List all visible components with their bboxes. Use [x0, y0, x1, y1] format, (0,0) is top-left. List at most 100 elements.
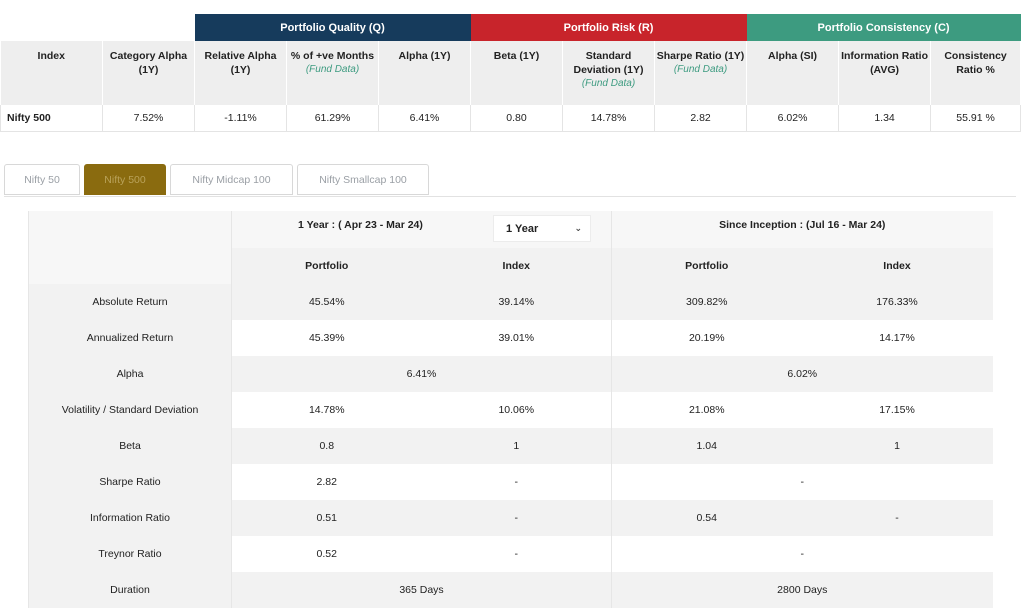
cell-merged-si: 6.02% [611, 356, 993, 392]
group-header-spacer [1, 14, 195, 41]
group-header-quality: Portfolio Quality (Q) [194, 14, 471, 41]
col-header-category-alpha-label: Category Alpha (1Y) [109, 50, 188, 76]
group-header-consistency: Portfolio Consistency (C) [746, 14, 1021, 41]
tab-nifty-midcap-100[interactable]: Nifty Midcap 100 [170, 164, 293, 195]
col-header-info-ratio-label: Information Ratio (AVG) [841, 50, 928, 76]
cell-portfolio-si: 20.19% [611, 320, 802, 356]
row-label: Absolute Return [28, 284, 232, 320]
cell-index: Nifty 500 [0, 105, 103, 132]
cell-index-1y: 1 [421, 428, 612, 464]
cell-index-si: 14.17% [801, 320, 993, 356]
cell-index-1y: 10.06% [421, 392, 612, 428]
row-label: Duration [28, 572, 232, 608]
col-header-positive-months: % of +ve Months (Fund Data) [286, 41, 379, 105]
cell-index-1y: - [421, 500, 612, 536]
cell-positive-months: 61.29% [286, 105, 379, 132]
cell-portfolio-si: 1.04 [611, 428, 802, 464]
col-header-info-ratio: Information Ratio (AVG) [838, 41, 932, 105]
table-row: Alpha 6.41% 6.02% [28, 356, 993, 392]
col-header-portfolio-1y: Portfolio [231, 248, 422, 284]
period-1y-header: 1 Year : ( Apr 23 - Mar 24) 1 Year ⌄ [230, 211, 612, 248]
col-header-index-label: Index [37, 50, 65, 62]
tab-nifty-500[interactable]: Nifty 500 [84, 164, 166, 195]
tab-nifty-50[interactable]: Nifty 50 [4, 164, 80, 195]
table-row: Information Ratio 0.51 - 0.54 - [28, 500, 993, 536]
col-header-std-dev-label: Standard Deviation (1Y) [573, 50, 644, 76]
row-label: Sharpe Ratio [28, 464, 232, 500]
col-header-relative-alpha-label: Relative Alpha (1Y) [204, 50, 277, 76]
table-row: Absolute Return 45.54% 39.14% 309.82% 17… [28, 284, 993, 320]
table-row: Nifty 500 7.52% -1.11% 61.29% 6.41% 0.80… [0, 105, 1022, 132]
cell-portfolio-1y: 0.52 [231, 536, 422, 572]
period-si-header: Since Inception : (Jul 16 - Mar 24) [611, 211, 993, 248]
cell-portfolio-1y: 45.39% [231, 320, 422, 356]
cell-index-1y: 39.01% [421, 320, 612, 356]
cell-index-si: 1 [801, 428, 993, 464]
cell-index-1y: - [421, 464, 612, 500]
table-corner [28, 211, 232, 284]
cell-index-1y: 39.14% [421, 284, 612, 320]
chevron-down-icon: ⌄ [574, 223, 583, 233]
cell-portfolio-si: 0.54 [611, 500, 802, 536]
col-header-index-1y: Index [421, 248, 612, 284]
cell-index-1y: - [421, 536, 612, 572]
group-header-risk: Portfolio Risk (R) [470, 14, 747, 41]
col-header-alpha-si: Alpha (SI) [746, 41, 840, 105]
col-header-index-si: Index [801, 248, 993, 284]
table-row: Volatility / Standard Deviation 14.78% 1… [28, 392, 993, 428]
cell-merged-1y: 6.41% [230, 356, 612, 392]
cell-beta-1y: 0.80 [470, 105, 564, 132]
cell-alpha-si: 6.02% [746, 105, 840, 132]
col-header-positive-months-label: % of +ve Months [290, 50, 375, 62]
returns-comparison-table: 1 Year : ( Apr 23 - Mar 24) 1 Year ⌄ Sin… [28, 211, 993, 608]
col-header-alpha-si-label: Alpha (SI) [768, 50, 818, 62]
col-header-sharpe: Sharpe Ratio (1Y) (Fund Data) [654, 41, 748, 105]
cell-index-si: - [801, 500, 993, 536]
cell-consistency: 55.91 % [930, 105, 1022, 132]
col-header-std-dev: Standard Deviation (1Y) (Fund Data) [562, 41, 656, 105]
fund-data-note: (Fund Data) [673, 64, 728, 75]
cell-info-ratio: 1.34 [838, 105, 932, 132]
fund-data-note: (Fund Data) [581, 78, 636, 89]
cell-merged-si: - [611, 536, 993, 572]
tab-nifty-smallcap-100[interactable]: Nifty Smallcap 100 [297, 164, 429, 195]
period-select[interactable]: 1 Year ⌄ [493, 215, 592, 242]
cell-portfolio-si: 21.08% [611, 392, 802, 428]
col-header-category-alpha: Category Alpha (1Y) [102, 41, 195, 105]
cell-portfolio-1y: 0.8 [231, 428, 422, 464]
fund-data-note: (Fund Data) [305, 64, 360, 75]
col-header-sharpe-label: Sharpe Ratio (1Y) [656, 50, 745, 62]
cell-sharpe: 2.82 [654, 105, 748, 132]
cell-portfolio-1y: 2.82 [231, 464, 422, 500]
table-row: Treynor Ratio 0.52 - - [28, 536, 993, 572]
table-row: Duration 365 Days 2800 Days [28, 572, 993, 608]
cell-alpha-1y: 6.41% [377, 105, 472, 132]
col-header-consistency-label: Consistency Ratio % [944, 50, 1007, 76]
table-row: Sharpe Ratio 2.82 - - [28, 464, 993, 500]
cell-index-si: 176.33% [801, 284, 993, 320]
cell-merged-si: 2800 Days [611, 572, 993, 608]
col-header-consistency: Consistency Ratio % [930, 41, 1022, 105]
cell-relative-alpha: -1.11% [194, 105, 287, 132]
cell-portfolio-si: 309.82% [611, 284, 802, 320]
table-row: Annualized Return 45.39% 39.01% 20.19% 1… [28, 320, 993, 356]
index-tabs: Nifty 50 Nifty 500 Nifty Midcap 100 Nift… [4, 164, 433, 197]
cell-category-alpha: 7.52% [102, 105, 195, 132]
row-label: Treynor Ratio [28, 536, 232, 572]
row-label: Information Ratio [28, 500, 232, 536]
cell-std-dev: 14.78% [562, 105, 656, 132]
row-label: Volatility / Standard Deviation [28, 392, 232, 428]
cell-portfolio-1y: 45.54% [231, 284, 422, 320]
cell-portfolio-1y: 0.51 [231, 500, 422, 536]
col-header-beta-1y-label: Beta (1Y) [493, 50, 540, 62]
cell-merged-si: - [611, 464, 993, 500]
period-1y-label: 1 Year : ( Apr 23 - Mar 24) [298, 219, 423, 231]
cell-portfolio-1y: 14.78% [231, 392, 422, 428]
period-select-value: 1 Year [506, 222, 539, 235]
col-header-index: Index [0, 41, 103, 105]
portfolio-quality-table: Portfolio Quality (Q) Portfolio Risk (R)… [0, 14, 1022, 132]
col-header-alpha-1y: Alpha (1Y) [378, 41, 472, 105]
col-header-alpha-1y-label: Alpha (1Y) [398, 50, 451, 62]
cell-index-si: 17.15% [801, 392, 993, 428]
row-label: Beta [28, 428, 232, 464]
